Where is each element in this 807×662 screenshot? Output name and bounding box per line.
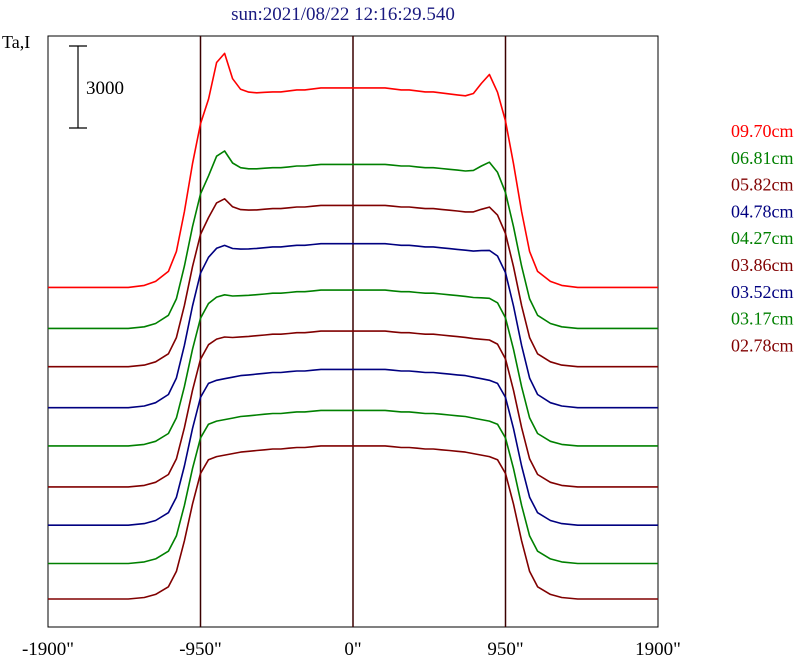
series-line-0 [48, 52, 658, 289]
chart-title: sun:2021/08/22 12:16:29.540 [231, 4, 455, 25]
legend-item-4: 04.27cm [731, 228, 794, 248]
series-curves [48, 52, 658, 600]
x-tick-label-0: -1900" [22, 639, 74, 660]
legend-item-3: 04.78cm [731, 201, 794, 221]
y-axis-label: Ta,I [2, 32, 30, 52]
legend-item-1: 06.81cm [731, 148, 794, 168]
x-tick-labels: -1900" -950" 0" 950" 1900" [22, 639, 681, 660]
series-line-8 [48, 445, 658, 600]
legend-item-8: 02.78cm [731, 335, 794, 355]
scale-bar: 3000 [69, 45, 124, 129]
legend-item-5: 03.86cm [731, 255, 794, 275]
x-tick-label-2: 0" [344, 639, 361, 660]
series-line-1 [48, 150, 658, 330]
x-tick-label-1: -950" [179, 639, 222, 660]
legend-item-6: 03.52cm [731, 282, 794, 302]
x-tick-label-3: 950" [487, 639, 523, 660]
series-line-2 [48, 198, 658, 368]
legend-item-0: 09.70cm [731, 121, 794, 141]
legend-item-2: 05.82cm [731, 175, 794, 195]
series-line-5 [48, 330, 658, 488]
legend: 09.70cm 06.81cm 05.82cm 04.78cm 04.27cm 03.86… [731, 121, 794, 355]
series-line-6 [48, 368, 658, 526]
series-line-7 [48, 409, 658, 565]
x-tick-label-4: 1900" [635, 639, 681, 660]
legend-item-7: 03.17cm [731, 309, 794, 329]
series-line-3 [48, 242, 658, 409]
series-line-4 [48, 289, 658, 447]
scale-bar-label: 3000 [86, 78, 124, 99]
